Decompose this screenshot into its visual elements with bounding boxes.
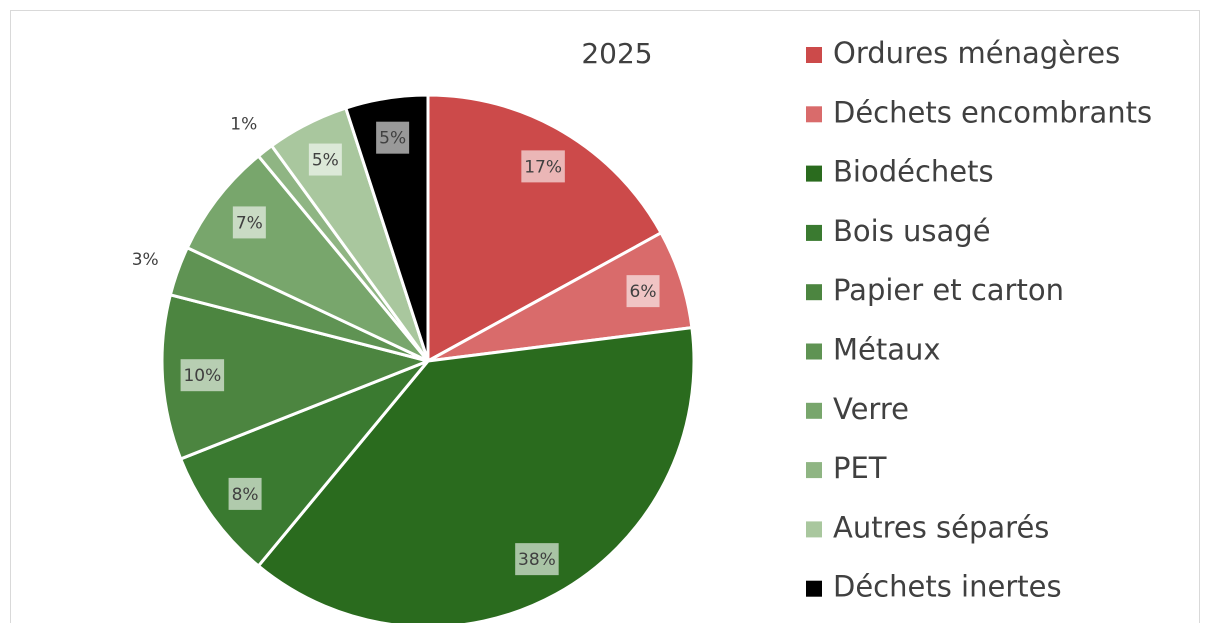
legend-label: Ordures ménagères — [833, 36, 1120, 70]
data-label: 1% — [230, 114, 257, 134]
legend-swatch — [806, 462, 822, 479]
legend-label: Papier et carton — [833, 273, 1064, 307]
data-label: 17% — [524, 157, 562, 177]
label-box — [228, 477, 262, 510]
chart-title: 2025 — [581, 37, 652, 70]
legend-label: Déchets inertes — [833, 570, 1062, 604]
legend-label: PET — [833, 451, 887, 485]
pie-slice — [256, 326, 696, 623]
legend-swatch — [806, 47, 822, 63]
label-box — [180, 359, 225, 392]
legend-label: Verre — [833, 392, 909, 426]
label-box — [308, 143, 342, 176]
legend-label: Autres séparés — [833, 510, 1049, 544]
label-box — [515, 543, 559, 576]
legend-swatch — [806, 343, 822, 360]
pie-slice — [426, 93, 663, 363]
legend-label: Métaux — [833, 333, 941, 367]
data-label: 8% — [232, 485, 259, 505]
legend-swatch — [806, 580, 822, 597]
data-label: 3% — [132, 250, 159, 270]
data-label: 5% — [312, 151, 339, 171]
legend-label: Déchets encombrants — [833, 95, 1152, 129]
data-label: 5% — [379, 129, 406, 149]
pie-slice — [179, 359, 430, 568]
legend-label: Biodéchets — [833, 155, 994, 189]
pie-slice — [160, 293, 430, 461]
label-box — [521, 150, 565, 183]
legend-label: Bois usagé — [833, 214, 991, 248]
data-label: 10% — [183, 366, 221, 386]
legend-swatch — [806, 106, 822, 123]
label-box — [376, 121, 410, 154]
label-box — [232, 206, 266, 239]
legend-swatch — [806, 402, 822, 419]
legend-swatch — [806, 284, 822, 301]
data-label: 6% — [630, 282, 657, 302]
data-label: 7% — [236, 213, 263, 233]
label-box — [626, 275, 660, 308]
legend-swatch — [806, 224, 822, 241]
data-label: 38% — [518, 550, 556, 570]
pie-slice — [344, 93, 430, 363]
legend-swatch — [806, 165, 822, 182]
legend-swatch — [806, 521, 822, 538]
